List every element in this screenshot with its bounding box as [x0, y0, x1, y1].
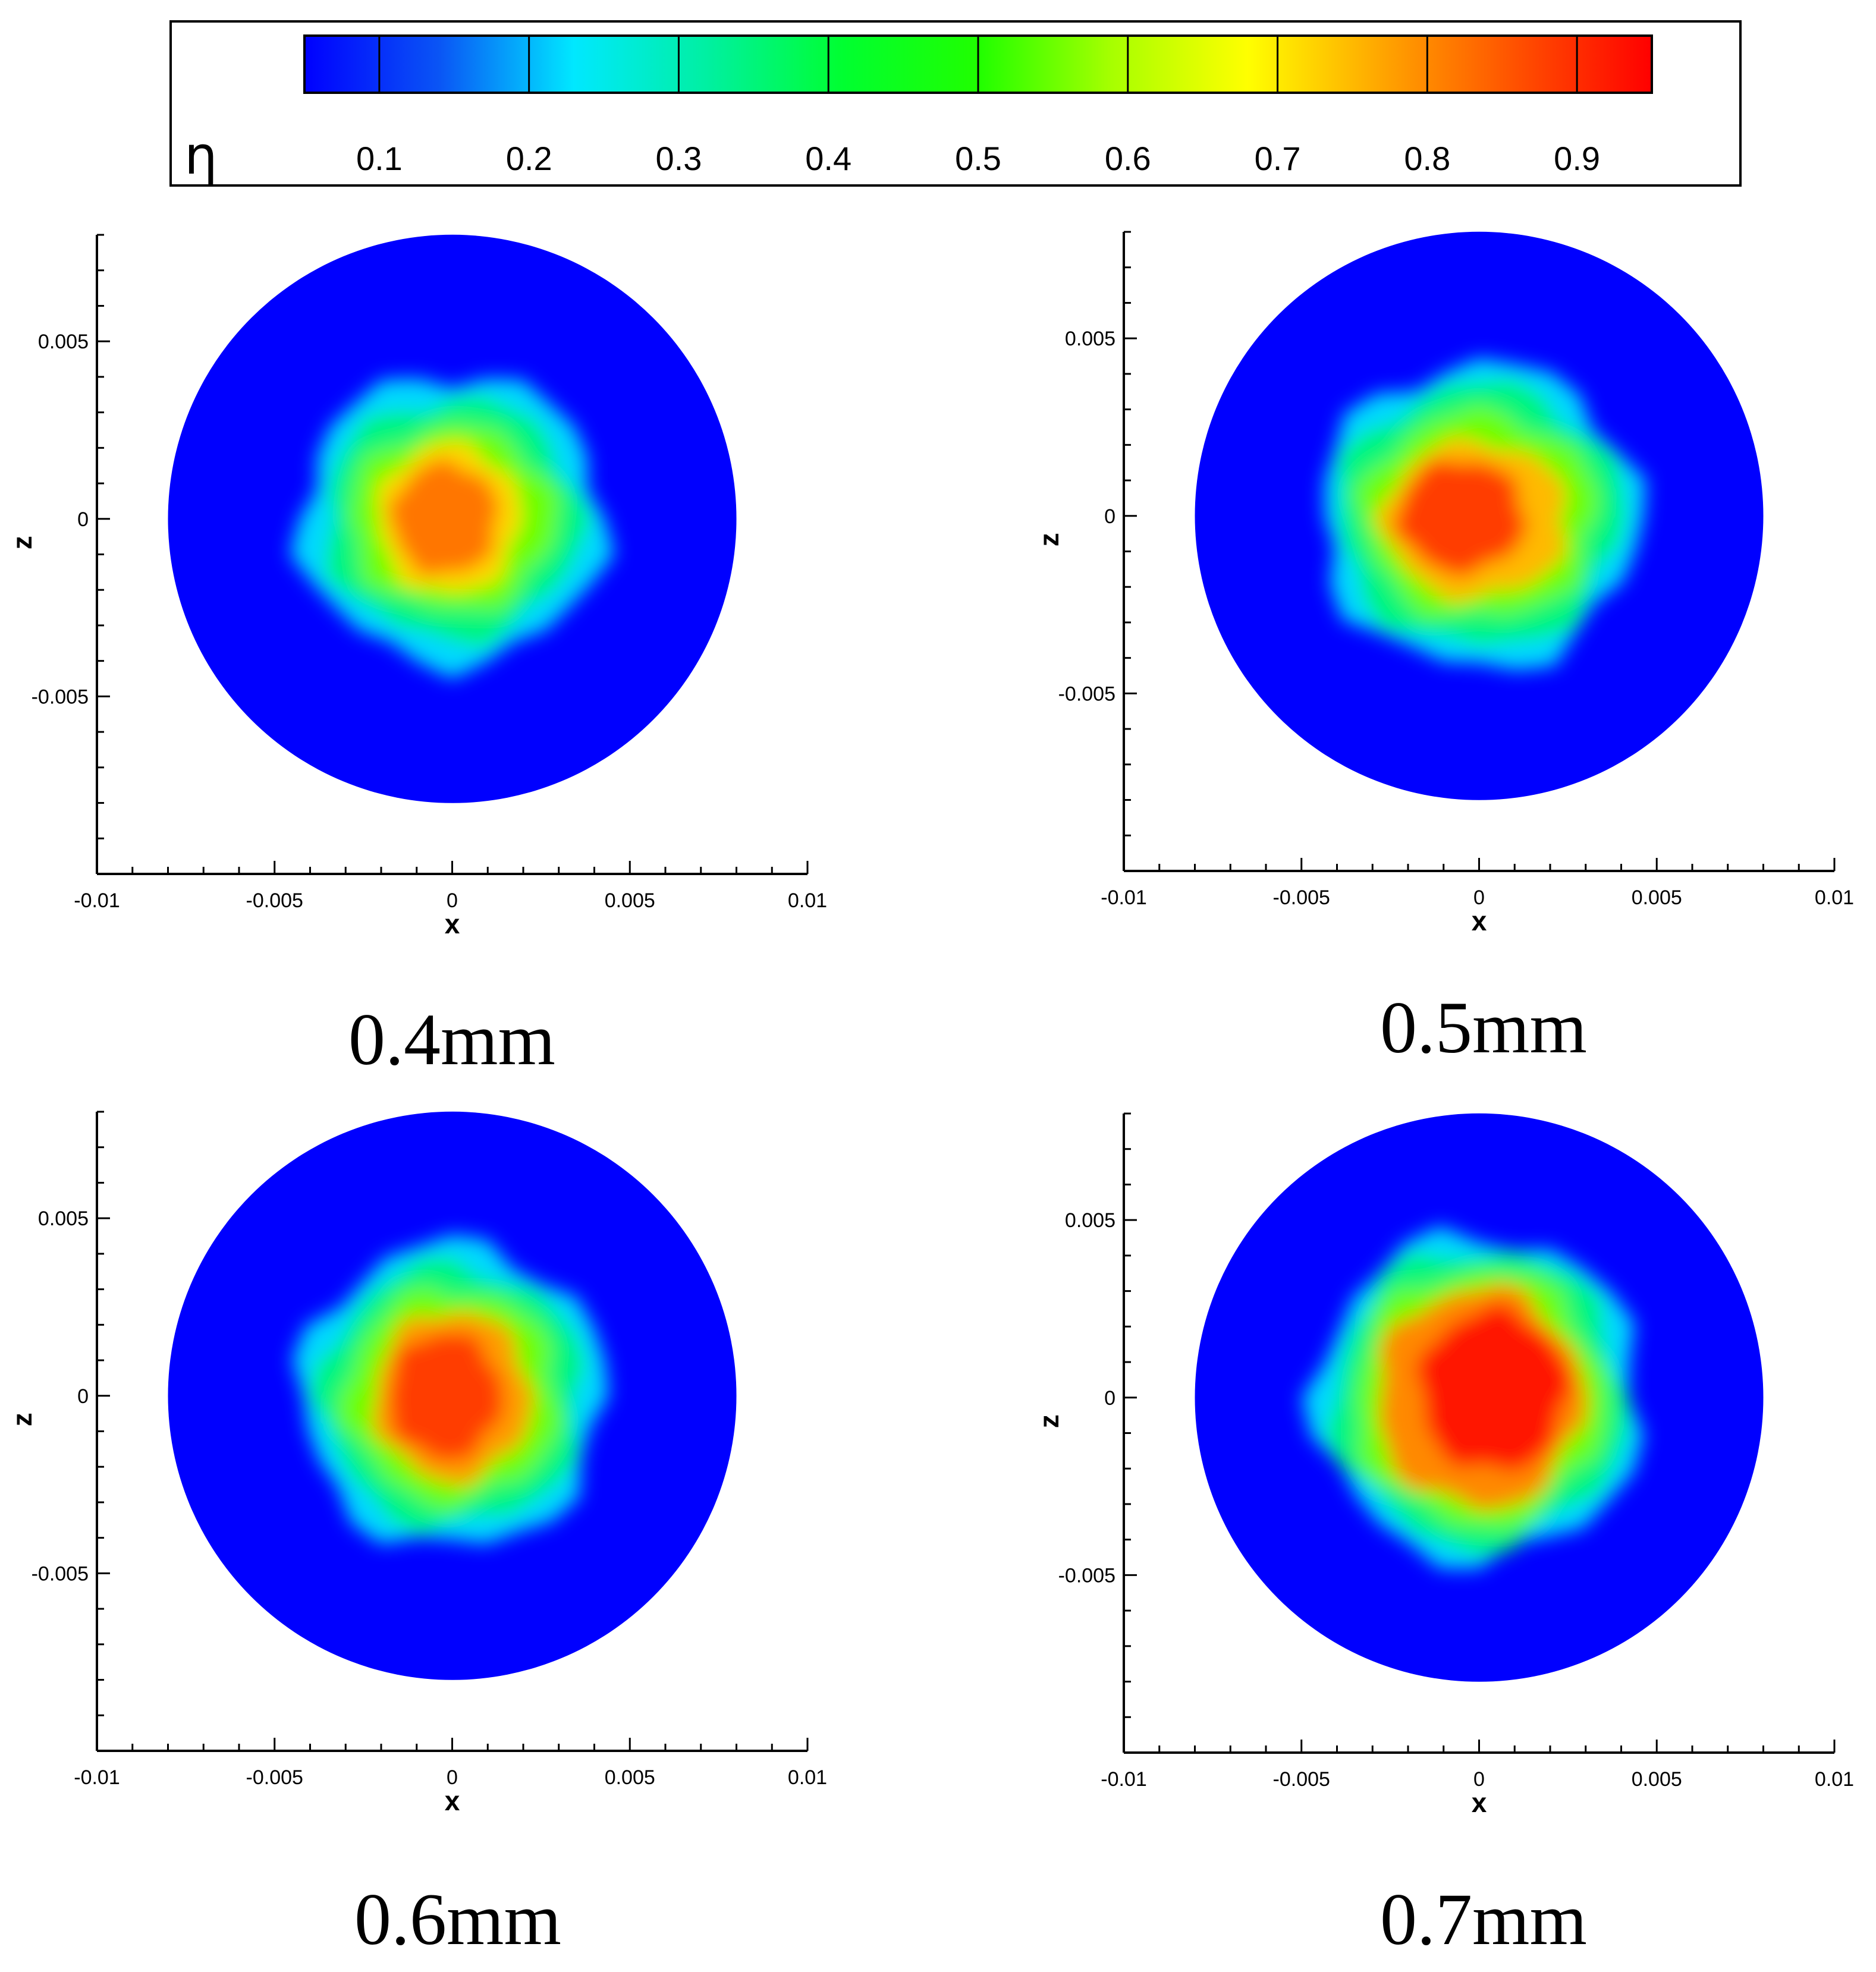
colorbar-tick-label: 0.6: [1105, 140, 1151, 177]
contour-level: [1415, 1303, 1572, 1473]
contour-levels: [292, 1234, 609, 1545]
x-tick-label: 0: [447, 889, 458, 912]
colorbar-tick-label: 0.5: [955, 140, 1001, 177]
x-tick-label: 0: [447, 1766, 458, 1789]
y-tick-label: -0.005: [1058, 1564, 1115, 1587]
colorbar-tick-label: 0.2: [506, 140, 552, 177]
y-tick-label: 0: [1104, 505, 1115, 528]
y-axis-label: z: [7, 1413, 37, 1426]
y-tick-label: 0.005: [38, 331, 89, 353]
panel-caption: 0.4mm: [348, 999, 555, 1080]
x-tick-label: -0.01: [1101, 1768, 1147, 1791]
x-tick-label: 0.01: [1815, 1768, 1854, 1791]
y-axis-label: z: [7, 536, 37, 549]
x-tick-label: 0: [1473, 1768, 1485, 1791]
y-tick-label: -0.005: [1058, 683, 1115, 705]
panel-caption: 0.7mm: [1380, 1879, 1587, 1960]
y-tick-label: 0.005: [1065, 1209, 1115, 1232]
x-tick-label: 0: [1473, 886, 1485, 909]
x-axis-label: x: [445, 1785, 460, 1816]
contour-level: [1393, 460, 1527, 578]
panel-0.6mm: -0.01 -0.005 0 0.005 0.01 0.005 0 -0.005 x z 0.6mm: [7, 1111, 827, 1960]
panel-0.4mm: -0.01 -0.005 0 0.005 0.01 0.005 0 -0.005 x z 0.4mm: [7, 234, 827, 1080]
panel-0.5mm: -0.01 -0.005 0 0.005 0.01 0.005 0 -0.005 x z 0.5mm: [1033, 231, 1854, 1068]
colorbar-tick-label: 0.9: [1554, 140, 1600, 177]
x-tick-label: -0.005: [246, 889, 303, 912]
x-tick-label: -0.005: [1273, 886, 1330, 909]
colorbar-tick-label: 0.4: [805, 140, 851, 177]
colorbar-tick-label: 0.1: [356, 140, 403, 177]
contour-levels: [1324, 357, 1646, 671]
y-axis-label: z: [1033, 1414, 1064, 1428]
x-axis-label: x: [1472, 1787, 1487, 1818]
x-tick-label: 0.005: [605, 889, 655, 912]
contour-level: [388, 457, 499, 576]
y-axis-label: z: [1033, 533, 1064, 546]
colorbar-tick-label: 0.3: [656, 140, 702, 177]
colorbar-legend: η 0.1 0.2 0.3 0.4 0.5 0.6 0.7 0.8 0.9: [169, 20, 1742, 187]
contour-levels: [290, 378, 615, 680]
panel-0.7mm: -0.01 -0.005 0 0.005 0.01 0.005 0 -0.005 x z 0.7mm: [1033, 1112, 1854, 1960]
contour-levels: [1302, 1225, 1644, 1570]
y-tick-label: 0.005: [1065, 328, 1115, 350]
x-tick-label: 0.01: [788, 889, 827, 912]
y-tick-label: -0.005: [32, 1562, 89, 1585]
x-tick-label: 0.005: [1632, 1768, 1682, 1791]
colorbar-symbol: η: [184, 125, 218, 186]
x-tick-label: -0.005: [1273, 1768, 1330, 1791]
colorbar-tick-label: 0.8: [1404, 140, 1450, 177]
y-tick-label: 0: [77, 1385, 89, 1408]
contour-level: [389, 1333, 504, 1461]
x-tick-label: -0.01: [74, 889, 120, 912]
x-tick-label: -0.01: [1101, 886, 1147, 909]
panel-caption: 0.5mm: [1380, 987, 1587, 1068]
x-tick-label: -0.01: [74, 1766, 120, 1789]
x-axis-label: x: [1472, 905, 1487, 936]
x-tick-label: -0.005: [246, 1766, 303, 1789]
x-tick-label: 0.01: [788, 1766, 827, 1789]
x-tick-label: 0.005: [605, 1766, 655, 1789]
y-tick-label: 0: [1104, 1387, 1115, 1410]
colorbar-tick-label: 0.7: [1255, 140, 1301, 177]
y-tick-label: 0.005: [38, 1207, 89, 1230]
y-tick-label: -0.005: [32, 685, 89, 708]
y-tick-label: 0: [77, 508, 89, 531]
x-tick-label: 0.01: [1815, 886, 1854, 909]
colorbar-dividers: [378, 36, 1578, 93]
x-tick-label: 0.005: [1632, 886, 1682, 909]
panel-caption: 0.6mm: [354, 1879, 561, 1960]
colorbar-tick-labels: 0.1 0.2 0.3 0.4 0.5 0.6 0.7 0.8 0.9: [356, 140, 1600, 177]
x-axis-label: x: [445, 908, 460, 939]
